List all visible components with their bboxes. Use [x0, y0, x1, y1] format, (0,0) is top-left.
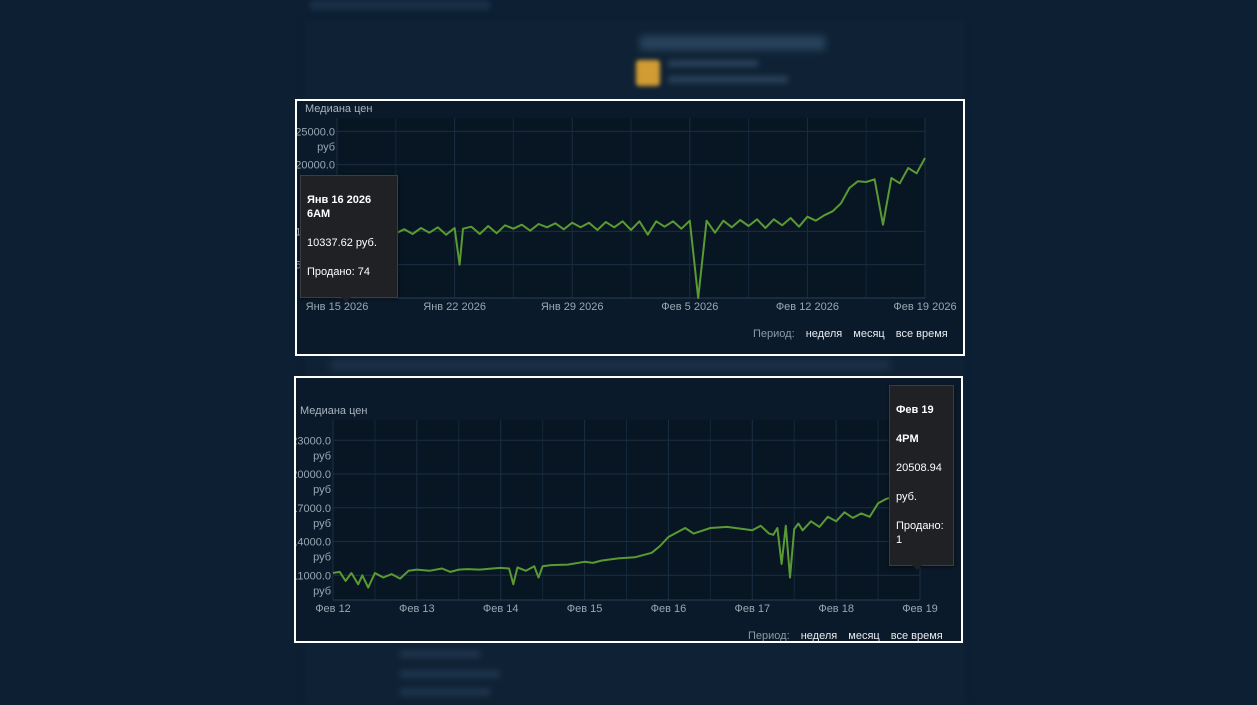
x-tick-label: Фев 15 [567, 603, 603, 615]
x-tick-label: Фев 14 [483, 603, 519, 615]
x-tick-label: Янв 22 2026 [423, 301, 486, 313]
x-tick-label: Фев 13 [399, 603, 435, 615]
y-tick-label: 20000.0 [296, 469, 331, 481]
x-tick-label: Фев 5 2026 [661, 301, 718, 313]
background-listing-text [400, 670, 500, 678]
period-label: Период: [748, 630, 790, 642]
y-tick-label: руб [313, 552, 331, 564]
tooltip-sold: Продано: 1 [896, 519, 944, 547]
period-selector: Период: неделя месяц все время [748, 630, 943, 642]
price-series-line [337, 157, 926, 299]
price-history-chart-week: Фев 12 Фев 13 Фев 14 Фев 15 Фев 16 Фев 17 Фев … [294, 376, 963, 643]
price-series-line [332, 467, 921, 589]
y-tick-label: 23000.0 [296, 435, 331, 447]
x-tick-label: Фев 16 [651, 603, 687, 615]
period-month-link[interactable]: месяц [853, 328, 885, 340]
chart-title: Медиана цен [300, 405, 367, 417]
background-item-title [640, 36, 825, 50]
background-listing-text [400, 688, 490, 696]
price-history-chart-month: Янв 15 2026 Янв 22 2026 Янв 29 2026 Фев 5 2… [295, 99, 965, 356]
tooltip-currency: руб. [896, 490, 917, 503]
period-all-time-link[interactable]: все время [895, 328, 948, 340]
x-tick-label: Фев 19 2026 [893, 301, 956, 313]
y-tick-label: руб [313, 484, 331, 496]
period-week-link[interactable]: неделя [805, 328, 843, 340]
chart-canvas[interactable]: Фев 12 Фев 13 Фев 14 Фев 15 Фев 16 Фев 17 Фев … [296, 378, 961, 641]
x-tick-label: Фев 17 [734, 603, 770, 615]
chart-title: Медиана цен [305, 103, 372, 115]
tooltip-sold: Продано: 74 [307, 266, 370, 278]
background-subtitle [668, 76, 788, 83]
x-tick-label: Янв 15 2026 [306, 301, 369, 313]
y-tick-label: руб [317, 141, 335, 153]
period-all-time-link[interactable]: все время [890, 630, 943, 642]
period-label: Период: [753, 328, 795, 340]
chart-tooltip: Янв 16 2026 6AM 10337.62 руб. Продано: 7… [300, 175, 398, 302]
period-selector: Период: неделя месяц все время [753, 328, 948, 340]
y-tick-label: руб [313, 450, 331, 462]
y-tick-label: 14000.0 [296, 537, 331, 549]
background-text-band [330, 360, 890, 370]
x-tick-label: Фев 19 [902, 603, 938, 615]
y-tick-label: 25000.0 [297, 126, 335, 138]
tooltip-time: 4PM [896, 432, 919, 445]
background-listing-text [400, 650, 480, 658]
tooltip-price: 20508.94 [896, 461, 942, 474]
y-tick-label: руб [313, 518, 331, 530]
chart-tooltip: Фев 19 4PM 20508.94 руб. Продано: 1 [889, 385, 954, 570]
period-month-link[interactable]: месяц [848, 630, 880, 642]
background-game-logo [636, 60, 660, 86]
x-tick-label: Фев 18 [818, 603, 854, 615]
x-tick-label: Янв 29 2026 [541, 301, 604, 313]
x-tick-label: Фев 12 [315, 603, 351, 615]
tooltip-price: 10337.62 руб. [307, 237, 377, 249]
background-breadcrumb [310, 0, 490, 10]
y-tick-label: 11000.0 [296, 570, 331, 582]
tooltip-date: Фев 19 [896, 403, 934, 416]
y-tick-label: 17000.0 [296, 503, 331, 515]
tooltip-date: Янв 16 2026 6AM [307, 193, 372, 221]
background-subtitle [668, 60, 758, 67]
x-tick-label: Фев 12 2026 [776, 301, 839, 313]
period-week-link[interactable]: неделя [800, 630, 838, 642]
y-tick-label: руб [313, 585, 331, 597]
y-tick-label: 20000.0 [297, 160, 335, 172]
